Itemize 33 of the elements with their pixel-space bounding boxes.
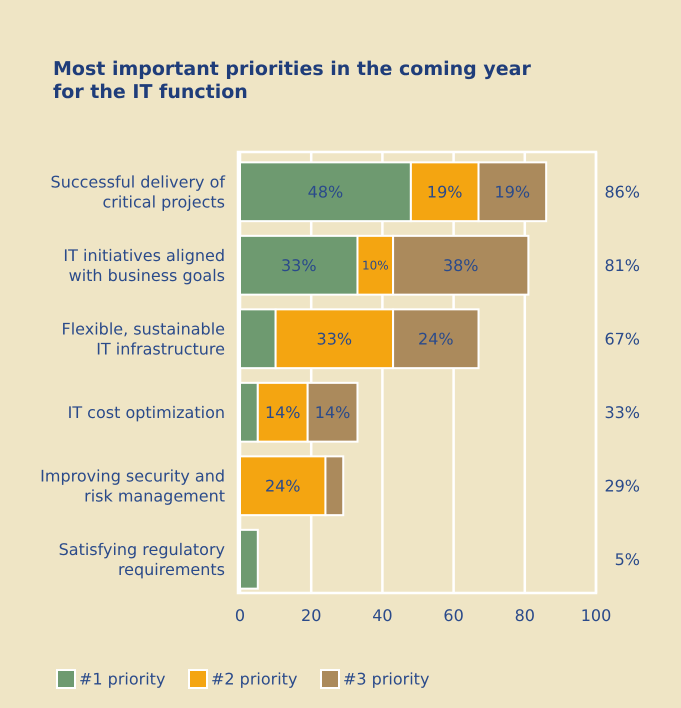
y-tick-label: IT cost optimization	[68, 402, 225, 422]
data-label: 19%	[426, 182, 462, 202]
data-label: 24%	[418, 329, 454, 348]
text: 86%	[604, 182, 640, 202]
y-tick-label: Flexible, sustainable IT infrastructure	[62, 319, 225, 358]
chart-title: Most important priorities in the coming year for the IT function	[53, 58, 532, 103]
data-label: 14%	[314, 402, 350, 422]
data-label: 10%	[362, 258, 389, 272]
text: 67%	[604, 329, 640, 348]
y-tick-label: IT initiatives aligned with business goals	[63, 246, 225, 285]
x-tick-label: 100	[580, 606, 612, 625]
data-label: 19%	[494, 182, 530, 202]
text: 33%	[604, 402, 640, 422]
y-tick-label: Improving security and risk management	[40, 466, 225, 506]
x-tick-label: 40	[372, 606, 393, 625]
legend-label: #2 priority	[211, 670, 298, 689]
x-tick-label: 60	[443, 606, 464, 625]
data-label: 48%	[308, 182, 344, 202]
data-label: 33%	[316, 329, 352, 348]
data-label: 14%	[264, 402, 300, 422]
data-label: 24%	[264, 476, 300, 496]
legend-label: #3 priority	[343, 670, 430, 689]
data-label: 38%	[442, 256, 478, 275]
text: 81%	[604, 256, 640, 275]
x-tick-label: 80	[514, 606, 535, 625]
text: 5%	[614, 550, 640, 569]
data-label: 33%	[280, 256, 317, 275]
text: 29%	[604, 476, 640, 496]
y-tick-label: Satisfying regulatory requirements	[58, 540, 225, 579]
y-tick-label: Successful delivery of critical projects	[50, 172, 226, 212]
legend-label: #1 priority	[79, 670, 166, 689]
x-tick-label: 20	[301, 606, 322, 625]
x-tick-label: 0	[234, 606, 246, 625]
